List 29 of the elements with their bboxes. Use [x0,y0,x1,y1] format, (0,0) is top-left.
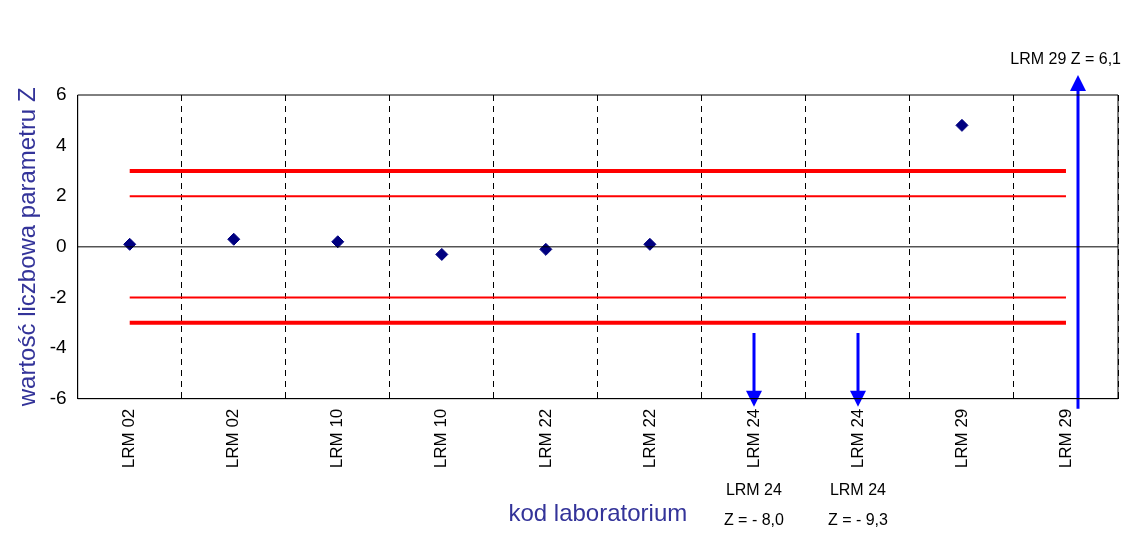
y-tick-label: 6 [56,83,67,105]
y-tick-label: 2 [56,184,67,206]
point [331,235,345,249]
point [227,232,241,246]
x-tick-label: LRM 10 [431,408,451,469]
x-tick-label: LRM 29 [951,408,971,469]
text: LRM 29 Z = 6,1 [1010,49,1121,69]
y-tick-label: 0 [56,235,67,257]
y-tick-label: -2 [49,285,67,307]
y-tick-label: -4 [49,336,68,358]
point [643,237,657,251]
point [539,242,553,256]
x-tick-label: LRM 29 [1055,408,1075,469]
y-tick-label: 4 [56,133,68,155]
y-axis-title: wartość liczbowa parametru Z [13,87,41,408]
x-tick-label: LRM 22 [639,408,659,469]
text: LRM 24 Z = - 8,0 [722,480,785,530]
x-tick-label: LRM 02 [223,408,243,469]
x-tick-label: LRM 02 [119,408,139,469]
x-tick-label: LRM 24 [743,408,763,469]
point [955,118,969,132]
x-tick-label: LRM 24 [847,408,867,469]
x-axis-title: kod laboratorium [508,499,688,527]
point [123,237,137,251]
point [435,247,449,261]
x-tick-label: LRM 10 [327,408,347,469]
y-tick-label: -6 [49,386,67,408]
text: LRM 24 Z = - 9,3 [826,480,889,530]
x-tick-label: LRM 22 [535,408,555,469]
